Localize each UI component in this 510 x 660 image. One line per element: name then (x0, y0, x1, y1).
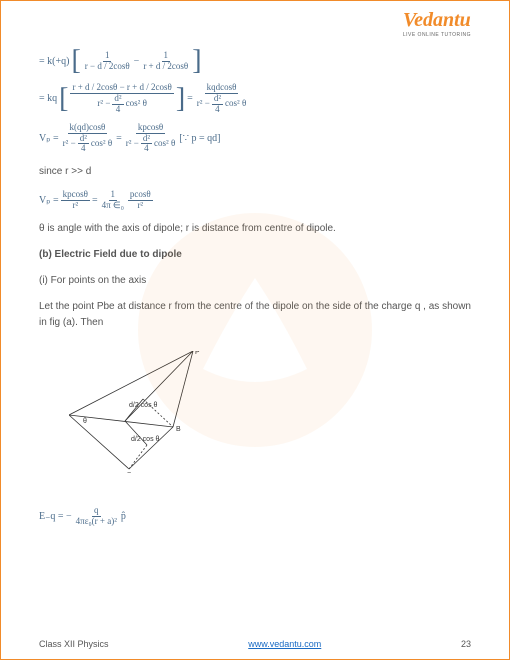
equation-4: Vₚ = kpcosθ r² = 1 4π ∈₀ pcosθ r² (39, 190, 471, 211)
eq4-lhs: Vₚ = (39, 193, 59, 208)
page-footer: Class XII Physics www.vedantu.com 23 (39, 639, 471, 649)
logo-tagline: LIVE ONLINE TUTORING (403, 32, 471, 38)
equation-3: Vₚ = k(qd)cosθ r² − d² 4 cos² θ (39, 123, 471, 155)
page-frame: Vedantu LIVE ONLINE TUTORING = k(+q) [ 1… (0, 0, 510, 660)
content-area: = k(+q) [ 1 r − d / 2cosθ − 1 r + d / 2c… (39, 47, 471, 527)
eq3-note: [∵ p = qd] (179, 131, 220, 146)
eq4-frac1: kpcosθ r² (61, 190, 90, 211)
eq1-prefix: = k(+q) (39, 54, 69, 69)
logo-text: Vedantu (403, 9, 471, 32)
eq4-frac3: pcosθ r² (128, 190, 153, 211)
brand-logo: Vedantu LIVE ONLINE TUTORING (403, 9, 471, 38)
equation-2: = kq [ r + d / 2cosθ − r + d / 2cosθ r² … (39, 83, 471, 115)
eq1-frac1: 1 r − d / 2cosθ (83, 51, 132, 72)
bracket-left-icon: [ (59, 85, 68, 113)
paragraph: Let the point Pbe at distance r from the… (39, 299, 471, 331)
diag-P: P (195, 351, 200, 356)
eq2-fracB: kqdcosθ r² − d² 4 cos² θ (195, 83, 249, 115)
angle-note: θ is angle with the axis of dipole; r is… (39, 221, 471, 237)
bracket-right-icon: ] (192, 47, 201, 75)
eq3-frac2: kpcosθ r² − d² 4 cos² θ (124, 123, 178, 155)
eq3-lhs: Vₚ = (39, 131, 59, 146)
diag-neg: − (127, 470, 131, 477)
diag-B: B (176, 426, 181, 433)
eqE-frac: q 4πε₀(r + a)² (74, 506, 119, 527)
heading-i: (i) For points on the axis (39, 273, 471, 289)
footer-page: 23 (461, 639, 471, 649)
eq2-fracA: r + d / 2cosθ − r + d / 2cosθ r² − d² 4 … (70, 83, 173, 115)
eq1-minus: − (134, 54, 140, 69)
dipole-diagram: A B P − d/2 cos θ d/2 cos θ θ (69, 351, 471, 486)
bracket-right-icon: ] (176, 85, 185, 113)
eq3-equals: = (116, 131, 122, 146)
equation-E: E₋q = − q 4πε₀(r + a)² p̂ (39, 506, 471, 527)
footer-link[interactable]: www.vedantu.com (248, 639, 321, 649)
diag-dn-label: d/2 cos θ (131, 436, 160, 443)
equation-1: = k(+q) [ 1 r − d / 2cosθ − 1 r + d / 2c… (39, 47, 471, 75)
eq3-frac1: k(qd)cosθ r² − d² 4 cos² θ (61, 123, 115, 155)
diag-theta: θ (83, 418, 87, 425)
footer-left: Class XII Physics (39, 639, 109, 649)
eqE-tail: p̂ (121, 509, 126, 524)
diag-up-label: d/2 cos θ (129, 402, 158, 409)
heading-b: (b) Electric Field due to dipole (39, 247, 471, 263)
bracket-left-icon: [ (71, 47, 80, 75)
eq2-equals: = (187, 91, 193, 106)
eq4-frac2: 1 4π ∈₀ (100, 190, 126, 211)
eqE-lhs: E₋q = − (39, 509, 72, 524)
since-text: since r >> d (39, 164, 471, 180)
eq4-eq: = (92, 193, 98, 208)
eq2-prefix: = kq (39, 91, 57, 106)
eq1-frac2: 1 r + d / 2cosθ (141, 51, 190, 72)
